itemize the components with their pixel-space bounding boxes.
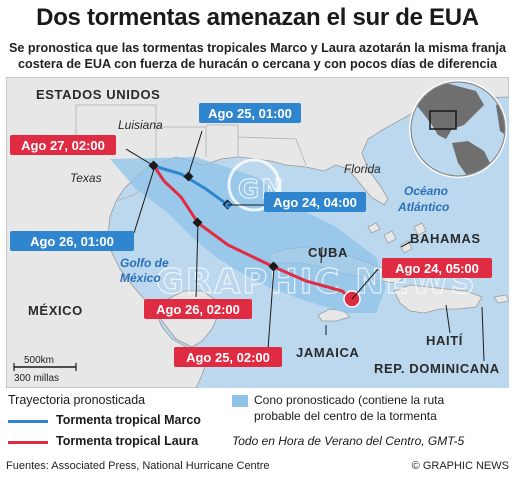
- footer-credit: © GRAPHIC NEWS: [411, 460, 509, 472]
- legend-marco: Tormenta tropical Marco: [8, 412, 238, 430]
- svg-text:Ago 25, 02:00: Ago 25, 02:00: [186, 350, 270, 365]
- label-bahamas: BAHAMAS: [410, 231, 481, 246]
- label-box-marco-ago-26: Ago 26, 01:00: [10, 231, 134, 251]
- legend-cone-line1: Cono pronosticado (contiene la ruta: [254, 393, 445, 407]
- legend-laura-label: Tormenta tropical Laura: [56, 434, 199, 448]
- legend: Trayectoria pronosticada Tormenta tropic…: [8, 393, 508, 455]
- label-cuba: CUBA: [308, 245, 348, 260]
- label-box-marco-ago-24: Ago 24, 04:00: [264, 192, 366, 212]
- svg-text:Ago 24, 04:00: Ago 24, 04:00: [273, 195, 357, 210]
- label-box-laura-ago-24: Ago 24, 05:00: [382, 258, 492, 278]
- legend-laura: Tormenta tropical Laura: [8, 433, 238, 451]
- svg-text:500km: 500km: [24, 355, 54, 366]
- label-golfo-2: México: [120, 271, 161, 285]
- scale-bar: 500km 300 millas: [13, 355, 77, 384]
- marker-laura-ago-26: [192, 217, 203, 228]
- label-florida: Florida: [344, 162, 381, 176]
- label-oceano-1: Océano: [404, 184, 448, 198]
- legend-marco-label: Tormenta tropical Marco: [56, 413, 201, 427]
- land-jamaica: [317, 308, 351, 322]
- legend-laura-swatch: [8, 441, 48, 444]
- footer: Fuentes: Associated Press, National Hurr…: [6, 460, 509, 472]
- label-oceano-2: Atlántico: [397, 200, 449, 214]
- legend-cone: Cono pronosticado (contiene la ruta prob…: [232, 393, 508, 433]
- label-box-laura-ago-25: Ago 25, 02:00: [174, 347, 282, 367]
- footer-sources: Fuentes: Associated Press, National Hurr…: [6, 460, 270, 472]
- land-bahamas: [367, 222, 427, 254]
- label-usa: ESTADOS UNIDOS: [36, 87, 160, 102]
- storm-map: GN GRAPHIC NEWS: [6, 77, 509, 388]
- svg-text:Ago 27, 02:00: Ago 27, 02:00: [21, 138, 105, 153]
- legend-cone-line2: probable del centro de la tormenta: [254, 409, 437, 423]
- svg-text:Ago 25, 01:00: Ago 25, 01:00: [208, 106, 292, 121]
- label-haiti: HAITÍ: [426, 333, 463, 348]
- label-rep-dominicana: REP. DOMINICANA: [374, 361, 500, 376]
- locator-globe: [409, 80, 507, 178]
- label-golfo-1: Golfo de: [120, 256, 169, 270]
- legend-marco-swatch: [8, 420, 48, 423]
- label-box-laura-ago-26: Ago 26, 02:00: [144, 299, 252, 319]
- label-texas: Texas: [70, 171, 102, 185]
- land-puerto-rico: [493, 294, 509, 304]
- track-laura: [152, 165, 353, 301]
- svg-text:Ago 24, 05:00: Ago 24, 05:00: [395, 261, 479, 276]
- label-luisiana: Luisiana: [118, 118, 163, 132]
- page-title: Dos tormentas amenazan el sur de EUA: [36, 4, 479, 31]
- page-subtitle: Se pronostica que las tormentas tropical…: [9, 41, 506, 71]
- land-hispaniola: [393, 284, 483, 314]
- marker-marco-ago-25: [183, 171, 194, 182]
- label-box-laura-ago-27: Ago 27, 02:00: [10, 135, 116, 155]
- leader-lines: [125, 130, 485, 362]
- svg-text:Ago 26, 02:00: Ago 26, 02:00: [156, 302, 240, 317]
- svg-text:Ago 26, 01:00: Ago 26, 01:00: [30, 234, 114, 249]
- label-mexico: MÉXICO: [28, 303, 83, 318]
- track-marco: [153, 164, 229, 207]
- legend-heading: Trayectoria pronosticada: [8, 393, 146, 407]
- legend-cone-swatch: [232, 395, 248, 407]
- svg-text:300 millas: 300 millas: [14, 373, 59, 384]
- legend-timezone: Todo en Hora de Verano del Centro, GMT-5: [232, 434, 465, 448]
- label-box-marco-ago-25: Ago 25, 01:00: [199, 103, 301, 123]
- label-jamaica: JAMAICA: [296, 345, 359, 360]
